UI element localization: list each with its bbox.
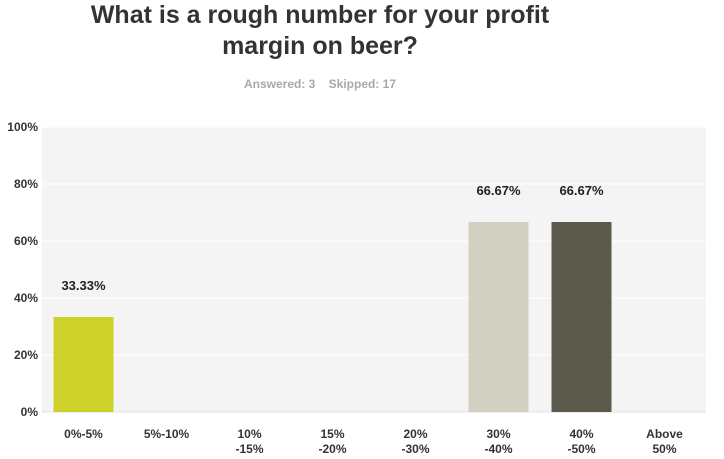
x-category-label: 0%-5% — [64, 427, 103, 441]
response-stats: Answered: 3 Skipped: 17 — [0, 77, 640, 91]
chart-title: What is a rough number for your profit m… — [40, 0, 600, 62]
y-tick-label: 60% — [14, 234, 38, 248]
bar — [551, 221, 612, 412]
x-category-label: 15% -20% — [318, 427, 346, 456]
x-category-label: Above 50% — [646, 427, 683, 456]
answered-count: Answered: 3 — [243, 77, 316, 91]
bar — [53, 317, 114, 412]
x-category-label: 10% -15% — [235, 427, 263, 456]
y-tick-label: 100% — [7, 120, 38, 134]
y-tick-label: 80% — [14, 177, 38, 191]
data-label: 66.67% — [559, 183, 604, 198]
chart-title-line-1: What is a rough number for your profit — [90, 1, 550, 29]
data-label: 33.33% — [61, 278, 106, 293]
y-tick-label: 20% — [14, 348, 38, 362]
x-category-label: 5%-10% — [144, 427, 190, 441]
y-tick-label: 0% — [21, 405, 39, 419]
skipped-count: Skipped: 17 — [328, 77, 397, 91]
bar — [468, 221, 529, 412]
data-label: 66.67% — [476, 183, 521, 198]
x-category-label: 40% -50% — [567, 427, 595, 456]
x-category-label: 30% -40% — [484, 427, 512, 456]
y-tick-label: 40% — [14, 291, 38, 305]
chart-title-line-2: margin on beer? — [222, 32, 418, 60]
x-category-label: 20% -30% — [401, 427, 429, 456]
